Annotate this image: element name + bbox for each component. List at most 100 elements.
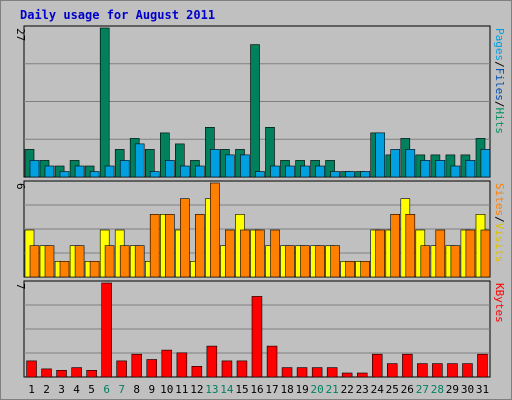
legend-item: KBytes xyxy=(493,283,506,323)
bar-kbytes-day-18 xyxy=(281,367,293,378)
x-tick-label-day-27: 27 xyxy=(416,383,429,396)
bar-sites-day-5 xyxy=(89,260,100,278)
x-tick-label-day-3: 3 xyxy=(58,383,65,396)
bar-files-day-18 xyxy=(285,165,295,178)
x-tick-label-day-18: 18 xyxy=(280,383,293,396)
panel-top-legend: Pages/Files/Hits xyxy=(493,28,506,134)
bar-hits-day-16 xyxy=(250,44,260,178)
bar-files-day-7 xyxy=(119,160,130,178)
bar-files-day-23 xyxy=(360,171,371,178)
bar-sites-day-13 xyxy=(210,182,220,278)
bar-kbytes-day-27 xyxy=(417,363,428,378)
bar-files-day-27 xyxy=(420,160,431,178)
chart-title: Daily usage for August 2011 xyxy=(20,8,215,22)
x-tick-label-day-7: 7 xyxy=(118,383,125,396)
bar-hits-day-9 xyxy=(145,149,155,178)
x-tick-label-day-4: 4 xyxy=(73,383,80,396)
bar-sites-day-9 xyxy=(149,214,160,278)
bar-sites-day-30 xyxy=(465,229,476,278)
bar-kbytes-day-10 xyxy=(161,349,173,378)
bar-sites-day-14 xyxy=(225,229,235,278)
bar-files-day-4 xyxy=(74,165,85,178)
x-tick-label-day-30: 30 xyxy=(461,383,474,396)
bar-sites-day-21 xyxy=(330,245,340,278)
bar-files-day-8 xyxy=(134,143,145,178)
bar-files-day-26 xyxy=(405,149,416,178)
x-tick-label-day-24: 24 xyxy=(371,383,385,396)
x-tick-label-day-28: 28 xyxy=(431,383,444,396)
bar-sites-day-28 xyxy=(435,229,446,278)
bar-kbytes-day-3 xyxy=(56,369,67,378)
panel-middle-scale-label: 6 xyxy=(14,183,27,190)
legend-item: Files xyxy=(493,68,506,101)
bar-sites-day-3 xyxy=(59,260,70,278)
bar-sites-day-20 xyxy=(315,245,325,278)
bar-kbytes-day-8 xyxy=(131,353,143,378)
bar-kbytes-day-1 xyxy=(26,360,37,378)
x-tick-label-day-1: 1 xyxy=(28,383,35,396)
bar-sites-day-12 xyxy=(195,214,205,278)
bar-files-day-9 xyxy=(149,171,160,178)
bar-files-day-5 xyxy=(89,171,100,178)
bar-sites-day-27 xyxy=(420,245,431,278)
legend-item: / xyxy=(493,216,506,223)
x-tick-label-day-29: 29 xyxy=(446,383,459,396)
bar-sites-day-26 xyxy=(405,214,416,278)
bar-sites-day-25 xyxy=(390,214,401,278)
bar-kbytes-day-20 xyxy=(311,367,323,378)
bar-kbytes-day-15 xyxy=(236,360,248,378)
x-tick-label-day-5: 5 xyxy=(88,383,95,396)
legend-item: / xyxy=(493,61,506,68)
bar-kbytes-day-22 xyxy=(341,372,353,378)
bar-files-day-19 xyxy=(300,165,310,178)
x-tick-label-day-20: 20 xyxy=(310,383,323,396)
bar-kbytes-day-2 xyxy=(41,368,52,378)
bar-files-day-20 xyxy=(315,165,325,178)
x-tick-label-day-14: 14 xyxy=(220,383,234,396)
bar-sites-day-24 xyxy=(375,229,386,278)
bar-kbytes-day-21 xyxy=(326,367,338,378)
legend-item: / xyxy=(493,101,506,108)
x-tick-label-day-25: 25 xyxy=(386,383,399,396)
panel-bottom-legend: KBytes xyxy=(493,283,506,323)
bar-files-day-30 xyxy=(465,160,476,178)
bar-sites-day-18 xyxy=(285,245,295,278)
bar-sites-day-4 xyxy=(74,245,85,278)
x-tick-label-day-31: 31 xyxy=(476,383,489,396)
bar-kbytes-day-9 xyxy=(146,359,158,378)
x-tick-label-day-2: 2 xyxy=(43,383,50,396)
bar-sites-day-1 xyxy=(29,245,40,278)
x-tick-label-day-26: 26 xyxy=(401,383,414,396)
bar-hits-day-17 xyxy=(265,127,275,178)
x-tick-label-day-6: 6 xyxy=(103,383,110,396)
bar-kbytes-day-12 xyxy=(191,365,203,378)
bar-files-day-25 xyxy=(390,149,401,178)
bar-sites-day-6 xyxy=(104,245,115,278)
bar-files-day-17 xyxy=(270,165,280,178)
bar-files-day-11 xyxy=(180,165,190,178)
x-tick-label-day-16: 16 xyxy=(250,383,263,396)
bar-kbytes-day-28 xyxy=(432,363,443,378)
bar-files-day-21 xyxy=(330,171,340,178)
bar-files-day-31 xyxy=(480,149,491,178)
bar-kbytes-day-29 xyxy=(447,363,458,378)
bar-kbytes-day-14 xyxy=(221,360,233,378)
bar-files-day-15 xyxy=(240,154,250,178)
x-tick-label-day-23: 23 xyxy=(356,383,369,396)
legend-item: Hits xyxy=(493,108,506,135)
bar-hits-day-11 xyxy=(175,143,185,178)
x-tick-label-day-8: 8 xyxy=(133,383,140,396)
bar-kbytes-day-11 xyxy=(176,352,188,378)
bar-kbytes-day-5 xyxy=(86,369,97,378)
bar-files-day-3 xyxy=(59,171,70,178)
bar-kbytes-day-30 xyxy=(462,363,473,378)
bar-sites-day-19 xyxy=(300,245,310,278)
x-tick-label-day-10: 10 xyxy=(160,383,173,396)
bar-sites-day-29 xyxy=(450,245,461,278)
bar-sites-day-7 xyxy=(119,245,130,278)
panel-bottom-scale-label: 7 xyxy=(14,283,27,290)
legend-item: Pages xyxy=(493,28,506,61)
bar-files-day-1 xyxy=(29,160,40,178)
